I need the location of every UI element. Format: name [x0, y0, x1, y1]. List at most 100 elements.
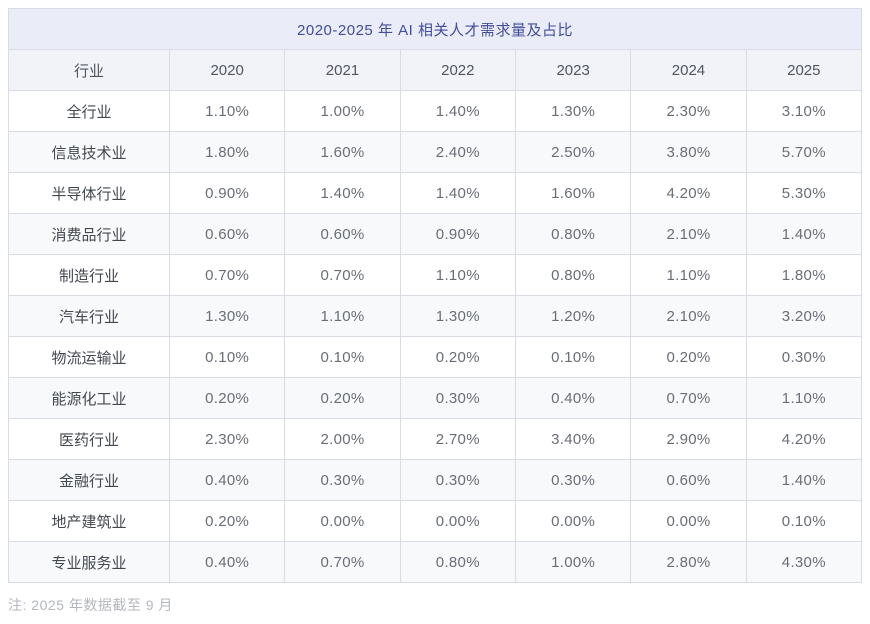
column-header-industry: 行业 — [8, 49, 170, 91]
value-cell: 4.20% — [745, 418, 863, 460]
industry-name: 专业服务业 — [8, 541, 170, 583]
table-row: 汽车行业 1.30% 1.10% 1.30% 1.20% 2.10% 3.20% — [8, 295, 863, 337]
value-cell: 1.30% — [514, 90, 632, 132]
value-cell: 0.40% — [168, 541, 286, 583]
industry-name: 半导体行业 — [8, 172, 170, 214]
value-cell: 1.30% — [399, 295, 516, 337]
value-cell: 1.40% — [399, 90, 516, 132]
value-cell: 0.00% — [399, 500, 516, 542]
table-row: 制造行业 0.70% 0.70% 1.10% 0.80% 1.10% 1.80% — [8, 254, 863, 296]
value-cell: 0.80% — [514, 213, 632, 255]
value-cell: 2.10% — [630, 295, 747, 337]
value-cell: 1.40% — [745, 459, 863, 501]
value-cell: 1.10% — [630, 254, 747, 296]
value-cell: 0.30% — [399, 377, 516, 419]
value-cell: 1.10% — [745, 377, 863, 419]
value-cell: 0.00% — [514, 500, 632, 542]
value-cell: 0.60% — [168, 213, 286, 255]
value-cell: 0.40% — [514, 377, 632, 419]
value-cell: 0.40% — [168, 459, 286, 501]
table-title-row: 2020-2025 年 AI 相关人才需求量及占比 — [8, 8, 862, 50]
industry-name: 地产建筑业 — [8, 500, 170, 542]
value-cell: 1.40% — [399, 172, 516, 214]
industry-name: 物流运输业 — [8, 336, 170, 378]
value-cell: 0.10% — [168, 336, 286, 378]
table-row: 医药行业 2.30% 2.00% 2.70% 3.40% 2.90% 4.20% — [8, 418, 863, 460]
value-cell: 1.00% — [514, 541, 632, 583]
value-cell: 2.30% — [630, 90, 747, 132]
column-header-2021: 2021 — [284, 49, 401, 91]
industry-name: 全行业 — [8, 90, 170, 132]
value-cell: 2.40% — [399, 131, 516, 173]
industry-name: 消费品行业 — [8, 213, 170, 255]
value-cell: 2.00% — [284, 418, 401, 460]
value-cell: 0.30% — [745, 336, 863, 378]
value-cell: 1.10% — [168, 90, 286, 132]
ai-talent-demand-table: 2020-2025 年 AI 相关人才需求量及占比 行业 2020 2021 2… — [8, 8, 863, 583]
table-row: 信息技术业 1.80% 1.60% 2.40% 2.50% 3.80% 5.70% — [8, 131, 863, 173]
value-cell: 0.90% — [399, 213, 516, 255]
value-cell: 0.10% — [514, 336, 632, 378]
table-body: 全行业 1.10% 1.00% 1.40% 1.30% 2.30% 3.10% 信息技术业 1.… — [8, 90, 863, 583]
table-row: 半导体行业 0.90% 1.40% 1.40% 1.60% 4.20% 5.30% — [8, 172, 863, 214]
industry-name: 汽车行业 — [8, 295, 170, 337]
value-cell: 0.80% — [399, 541, 516, 583]
value-cell: 1.10% — [399, 254, 516, 296]
value-cell: 0.10% — [745, 500, 863, 542]
value-cell: 5.70% — [745, 131, 863, 173]
table-footnote: 注: 2025 年数据截至 9 月 — [8, 597, 173, 613]
value-cell: 0.90% — [168, 172, 286, 214]
value-cell: 0.80% — [514, 254, 632, 296]
value-cell: 3.20% — [745, 295, 863, 337]
value-cell: 0.20% — [399, 336, 516, 378]
value-cell: 2.80% — [630, 541, 747, 583]
table-title: 2020-2025 年 AI 相关人才需求量及占比 — [8, 8, 862, 50]
column-header-2022: 2022 — [399, 49, 516, 91]
value-cell: 0.60% — [630, 459, 747, 501]
industry-name: 医药行业 — [8, 418, 170, 460]
table-row: 物流运输业 0.10% 0.10% 0.20% 0.10% 0.20% 0.30% — [8, 336, 863, 378]
value-cell: 2.70% — [399, 418, 516, 460]
value-cell: 5.30% — [745, 172, 863, 214]
value-cell: 2.50% — [514, 131, 632, 173]
value-cell: 1.40% — [745, 213, 863, 255]
table-row: 金融行业 0.40% 0.30% 0.30% 0.30% 0.60% 1.40% — [8, 459, 863, 501]
value-cell: 0.00% — [630, 500, 747, 542]
table-row: 专业服务业 0.40% 0.70% 0.80% 1.00% 2.80% 4.30% — [8, 541, 863, 583]
table-header-row: 行业 2020 2021 2022 2023 2024 2025 — [8, 49, 863, 91]
value-cell: 1.60% — [284, 131, 401, 173]
column-header-2020: 2020 — [168, 49, 286, 91]
value-cell: 1.60% — [514, 172, 632, 214]
table-row: 能源化工业 0.20% 0.20% 0.30% 0.40% 0.70% 1.10% — [8, 377, 863, 419]
column-header-2024: 2024 — [630, 49, 747, 91]
value-cell: 2.30% — [168, 418, 286, 460]
table-row: 全行业 1.10% 1.00% 1.40% 1.30% 2.30% 3.10% — [8, 90, 863, 132]
value-cell: 0.70% — [630, 377, 747, 419]
value-cell: 4.30% — [745, 541, 863, 583]
value-cell: 1.20% — [514, 295, 632, 337]
industry-name: 制造行业 — [8, 254, 170, 296]
value-cell: 0.70% — [168, 254, 286, 296]
value-cell: 1.80% — [745, 254, 863, 296]
value-cell: 0.30% — [399, 459, 516, 501]
value-cell: 3.10% — [745, 90, 863, 132]
column-header-2025: 2025 — [745, 49, 863, 91]
value-cell: 2.90% — [630, 418, 747, 460]
value-cell: 1.80% — [168, 131, 286, 173]
value-cell: 1.30% — [168, 295, 286, 337]
value-cell: 3.40% — [514, 418, 632, 460]
industry-name: 金融行业 — [8, 459, 170, 501]
value-cell: 3.80% — [630, 131, 747, 173]
value-cell: 4.20% — [630, 172, 747, 214]
value-cell: 1.10% — [284, 295, 401, 337]
value-cell: 1.00% — [284, 90, 401, 132]
table-row: 地产建筑业 0.20% 0.00% 0.00% 0.00% 0.00% 0.10% — [8, 500, 863, 542]
value-cell: 0.20% — [284, 377, 401, 419]
value-cell: 0.30% — [284, 459, 401, 501]
industry-name: 信息技术业 — [8, 131, 170, 173]
industry-name: 能源化工业 — [8, 377, 170, 419]
value-cell: 0.00% — [284, 500, 401, 542]
column-header-2023: 2023 — [514, 49, 632, 91]
value-cell: 0.20% — [168, 377, 286, 419]
